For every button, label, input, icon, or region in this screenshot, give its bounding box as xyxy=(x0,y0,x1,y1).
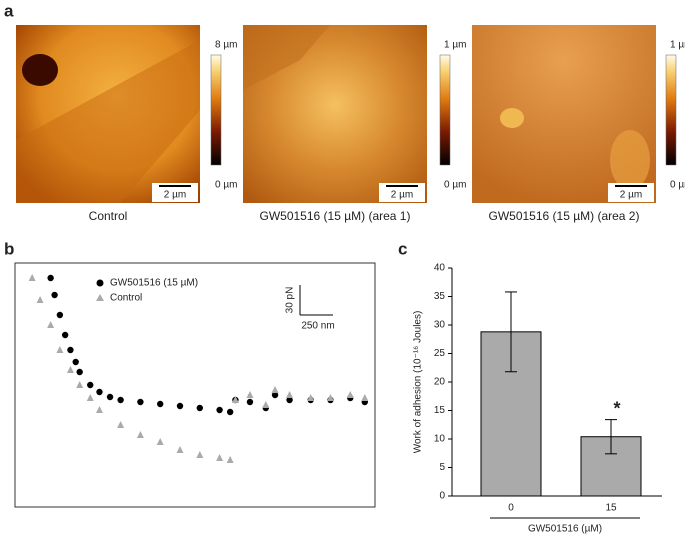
point xyxy=(271,391,279,399)
point xyxy=(51,291,58,299)
afm-feature xyxy=(500,108,524,128)
point xyxy=(361,394,369,401)
point xyxy=(216,454,224,461)
point xyxy=(28,274,36,281)
point xyxy=(307,394,315,401)
point xyxy=(95,406,103,413)
point xyxy=(96,388,103,396)
colorbar-min: 0 µm xyxy=(215,180,237,191)
y-axis-label: Work of adhesion (10⁻¹⁶ Joules) xyxy=(413,311,424,454)
colorbar-min: 0 µm xyxy=(444,180,466,191)
panel-label: b xyxy=(4,239,14,258)
point xyxy=(86,394,94,401)
colorbar xyxy=(439,54,451,166)
point xyxy=(67,346,74,354)
y-tick-label: 20 xyxy=(434,377,446,388)
afm-feature xyxy=(22,54,58,86)
point xyxy=(286,391,294,398)
colorbar-max: 8 µm xyxy=(215,40,237,51)
point xyxy=(117,421,125,428)
afm-feature xyxy=(610,130,650,190)
significance: * xyxy=(613,398,620,418)
y-tick-label: 10 xyxy=(434,434,446,445)
y-tick-label: 5 xyxy=(439,462,445,473)
colorbar-max: 1 µm xyxy=(670,40,685,51)
caption: GW501516 (15 µM) (area 1) xyxy=(260,209,411,223)
point xyxy=(216,406,223,414)
scale-bar-box xyxy=(608,183,654,202)
point xyxy=(56,311,64,319)
scale-bar-label: 2 µm xyxy=(164,190,186,201)
colorbar-max: 1 µm xyxy=(444,40,466,51)
legend-label: Control xyxy=(110,293,142,304)
point xyxy=(226,456,234,463)
y-tick-label: 0 xyxy=(439,491,445,502)
point xyxy=(72,358,79,366)
colorbar-min: 0 µm xyxy=(670,180,685,191)
y-tick-label: 15 xyxy=(434,405,446,416)
point xyxy=(137,398,144,406)
point xyxy=(117,396,124,404)
point xyxy=(106,393,114,401)
point xyxy=(47,321,55,328)
colorbar xyxy=(665,54,677,166)
scale-bar-label: 2 µm xyxy=(391,190,413,201)
point xyxy=(346,391,354,398)
point xyxy=(61,331,69,339)
scale-bar-box xyxy=(379,183,425,202)
point xyxy=(76,368,83,376)
y-tick-label: 40 xyxy=(434,263,446,274)
legend-marker xyxy=(96,294,104,301)
point xyxy=(246,391,254,398)
y-tick-label: 35 xyxy=(434,291,446,302)
legend-label: GW501516 (15 µM) xyxy=(110,278,198,289)
scale-bar-label: 2 µm xyxy=(620,190,642,201)
legend-marker xyxy=(96,279,104,287)
point xyxy=(156,438,164,445)
scale-bar-label: 250 nm xyxy=(301,321,334,332)
point xyxy=(196,451,204,458)
panel-label: a xyxy=(4,1,14,20)
x-axis-label: GW501516 (µM) xyxy=(528,524,602,535)
point xyxy=(326,394,334,401)
point xyxy=(286,396,293,404)
point xyxy=(76,381,84,388)
point xyxy=(47,274,54,282)
point xyxy=(176,402,184,410)
point xyxy=(56,346,64,353)
caption: GW501516 (15 µM) (area 2) xyxy=(489,209,640,223)
point xyxy=(196,404,203,412)
point xyxy=(157,400,164,408)
point xyxy=(231,396,239,403)
scale-bar-box xyxy=(152,183,198,202)
x-tick-label: 15 xyxy=(605,503,617,514)
x-tick-label: 0 xyxy=(508,503,514,514)
point xyxy=(136,431,144,438)
y-tick-label: 25 xyxy=(434,348,446,359)
scale-bar-label: 30 pN xyxy=(285,287,296,314)
afm-feature xyxy=(243,25,330,90)
point xyxy=(176,446,184,453)
point xyxy=(226,408,234,416)
point xyxy=(246,398,254,406)
panel-label: c xyxy=(398,239,407,258)
colorbar xyxy=(210,54,222,166)
point xyxy=(262,401,270,408)
point xyxy=(271,386,279,393)
point xyxy=(36,296,44,303)
afm-feature xyxy=(16,40,200,203)
y-tick-label: 30 xyxy=(434,320,446,331)
plot-frame xyxy=(14,262,376,508)
point xyxy=(87,381,94,389)
caption: Control xyxy=(89,209,128,223)
point xyxy=(66,366,74,373)
